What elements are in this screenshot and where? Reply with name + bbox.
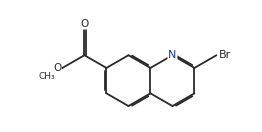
Text: O: O <box>53 63 61 73</box>
Text: CH₃: CH₃ <box>39 72 55 81</box>
Text: Br: Br <box>219 50 231 60</box>
Text: O: O <box>80 18 89 29</box>
Text: N: N <box>168 50 177 60</box>
